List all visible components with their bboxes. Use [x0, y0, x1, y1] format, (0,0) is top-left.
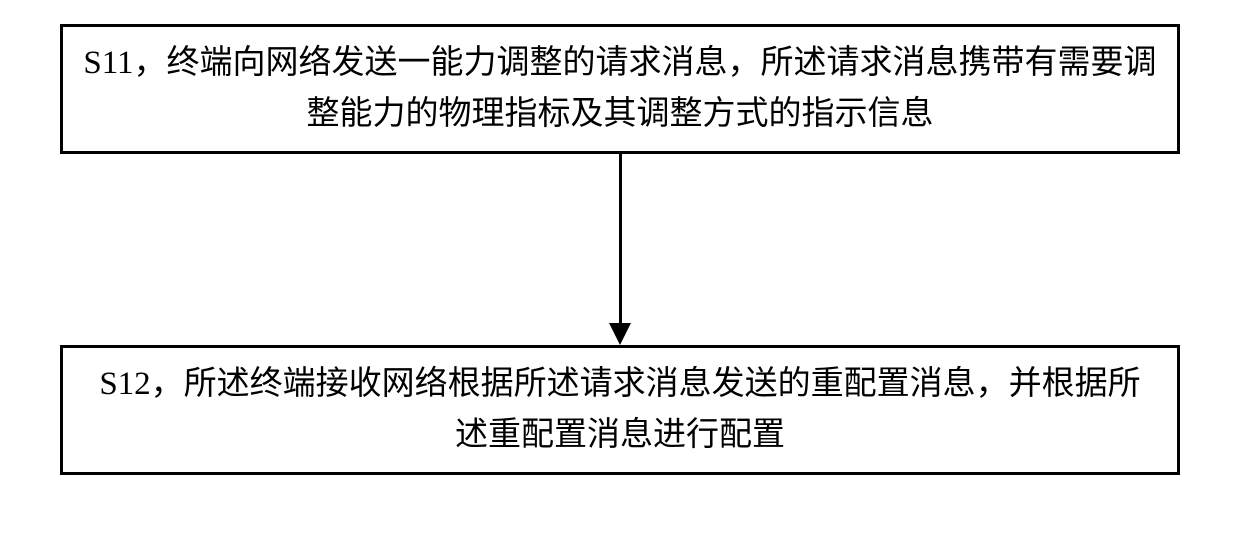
- flowchart-node-s12: S12，所述终端接收网络根据所述请求消息发送的重配置消息，并根据所述重配置消息进…: [60, 345, 1180, 475]
- flowchart-node-s11: S11，终端向网络发送一能力调整的请求消息，所述请求消息携带有需要调整能力的物理…: [60, 24, 1180, 154]
- flowchart-canvas: S11，终端向网络发送一能力调整的请求消息，所述请求消息携带有需要调整能力的物理…: [0, 0, 1240, 546]
- flowchart-node-s12-text: S12，所述终端接收网络根据所述请求消息发送的重配置消息，并根据所述重配置消息进…: [83, 359, 1157, 461]
- flowchart-edge-0-line: [619, 154, 622, 323]
- flowchart-edge-0-arrowhead: [609, 323, 631, 345]
- flowchart-node-s11-text: S11，终端向网络发送一能力调整的请求消息，所述请求消息携带有需要调整能力的物理…: [83, 38, 1157, 140]
